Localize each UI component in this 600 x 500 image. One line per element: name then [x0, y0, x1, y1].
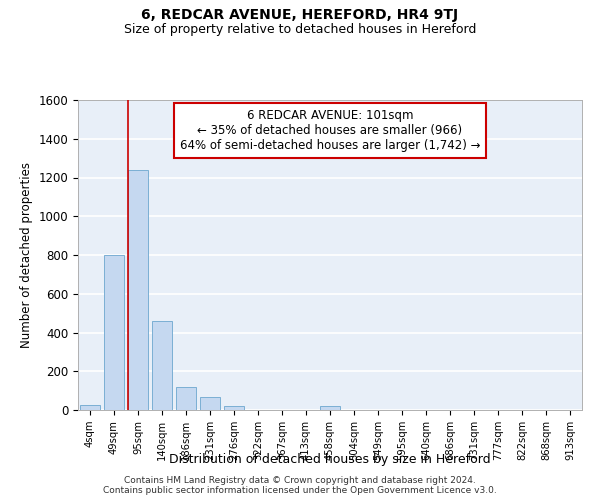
Bar [152, 321, 172, 410]
Text: Size of property relative to detached houses in Hereford: Size of property relative to detached ho… [124, 22, 476, 36]
Bar [128, 170, 148, 410]
Bar [200, 398, 220, 410]
Bar [224, 406, 244, 410]
Text: Distribution of detached houses by size in Hereford: Distribution of detached houses by size … [169, 452, 491, 466]
Y-axis label: Number of detached properties: Number of detached properties [20, 162, 33, 348]
Text: Contains HM Land Registry data © Crown copyright and database right 2024.
Contai: Contains HM Land Registry data © Crown c… [103, 476, 497, 495]
Bar [176, 387, 196, 410]
Bar [80, 405, 100, 410]
Bar [104, 255, 124, 410]
Text: 6, REDCAR AVENUE, HEREFORD, HR4 9TJ: 6, REDCAR AVENUE, HEREFORD, HR4 9TJ [142, 8, 458, 22]
Text: 6 REDCAR AVENUE: 101sqm
← 35% of detached houses are smaller (966)
64% of semi-d: 6 REDCAR AVENUE: 101sqm ← 35% of detache… [180, 110, 480, 152]
Bar [320, 406, 340, 410]
